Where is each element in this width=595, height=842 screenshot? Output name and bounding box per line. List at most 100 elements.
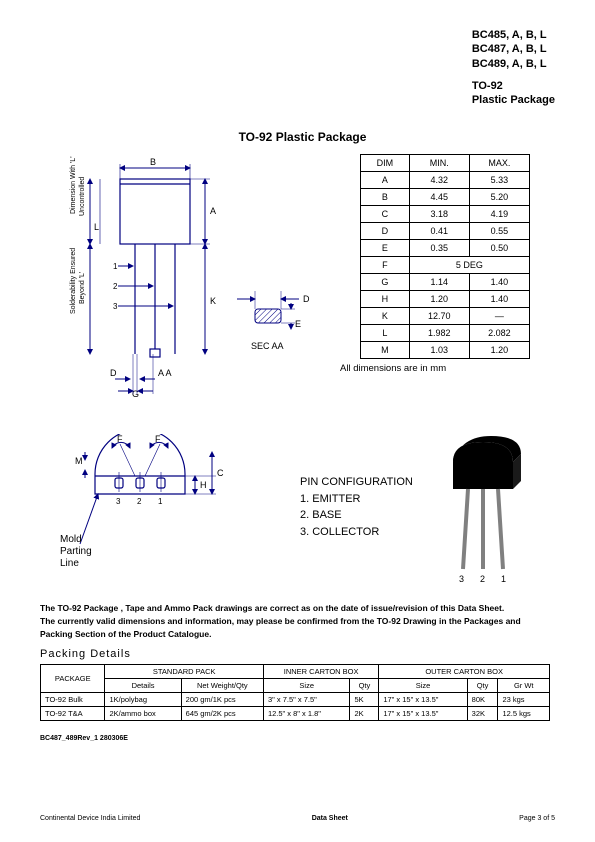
dim-cell: 5 DEG	[409, 257, 529, 274]
pack-cell: 2K/ammo box	[105, 707, 181, 721]
dim-cell: 5.20	[469, 189, 529, 206]
dim-cell: 12.70	[409, 308, 469, 325]
th-dim: DIM	[361, 155, 410, 172]
dim-table-wrap: DIM MIN. MAX. A4.325.33B4.455.20C3.184.1…	[340, 154, 530, 424]
b3: 3	[116, 497, 121, 506]
dim-cell: H	[361, 291, 410, 308]
pack-cell: 2K	[350, 707, 379, 721]
t3: 3	[459, 574, 464, 584]
pack-cell: TO-92 T&A	[41, 707, 105, 721]
dim-h: H	[200, 480, 207, 490]
ph-outer: OUTER CARTON BOX	[379, 665, 550, 679]
dim-c: C	[217, 468, 224, 478]
dim-cell: 1.20	[469, 342, 529, 359]
pack-cell: 80K	[467, 693, 498, 707]
th-min: MIN.	[409, 155, 469, 172]
mechanical-drawing: B A K L Dimension With 'L' Uncontrolled …	[40, 154, 340, 424]
dim-cell: M	[361, 342, 410, 359]
footer-left: Continental Device India Limited	[40, 815, 140, 822]
part-line: BC487, A, B, L	[472, 42, 555, 56]
dim-a-label: A	[210, 206, 216, 216]
dim-cell: 4.32	[409, 172, 469, 189]
dim-cell: 1.03	[409, 342, 469, 359]
beyond-text: Beyond 'L'	[79, 272, 86, 304]
packing-title: Packing Details	[40, 648, 565, 660]
mold-parting-label: Mold Parting Line	[60, 534, 92, 570]
dim-cell: K	[361, 308, 410, 325]
pack-cell: 32K	[467, 707, 498, 721]
dimension-table: DIM MIN. MAX. A4.325.33B4.455.20C3.184.1…	[360, 154, 530, 359]
pack-cell: 17" x 15" x 13.5"	[379, 707, 467, 721]
t2: 2	[480, 574, 485, 584]
pin-title: PIN CONFIGURATION	[300, 474, 413, 491]
dim-cell: F	[361, 257, 410, 274]
footer-center: Data Sheet	[312, 815, 348, 822]
dim-cell: 1.20	[409, 291, 469, 308]
dim-cell: 0.55	[469, 223, 529, 240]
b1: 1	[158, 497, 163, 506]
dim-cell: L	[361, 325, 410, 342]
dim-cell: 2.082	[469, 325, 529, 342]
pack-cell: 5K	[350, 693, 379, 707]
dim-cell: 1.40	[469, 274, 529, 291]
pack-cell: 17" x 15" x 13.5"	[379, 693, 467, 707]
dim-cell: 4.19	[469, 206, 529, 223]
dim-cell: —	[469, 308, 529, 325]
transistor-3d: 3 2 1	[433, 434, 543, 586]
pack-cell: TO-92 Bulk	[41, 693, 105, 707]
dim-cell: E	[361, 240, 410, 257]
pack-cell: 23 kgs	[498, 693, 550, 707]
footer-right: Page 3 of 5	[519, 815, 555, 822]
footer: Continental Device India Limited Data Sh…	[40, 815, 555, 822]
pin-item: 1. EMITTER	[300, 491, 413, 508]
dim-d: D	[110, 368, 117, 378]
pin-item: 2. BASE	[300, 507, 413, 524]
sec-aa: SEC AA	[251, 341, 284, 351]
dim-cell: 4.45	[409, 189, 469, 206]
dim-cell: 0.35	[409, 240, 469, 257]
part-line: BC489, A, B, L	[472, 57, 555, 71]
dim-m: M	[75, 456, 83, 466]
pack-cell: 645 gm/2K pcs	[181, 707, 263, 721]
pin2: 2	[113, 282, 118, 291]
dim-cell: 1.14	[409, 274, 469, 291]
dim-note: All dimensions are in mm	[340, 363, 530, 374]
part-line: BC485, A, B, L	[472, 28, 555, 42]
dim-cell: 3.18	[409, 206, 469, 223]
ph-package: PACKAGE	[41, 665, 105, 693]
pin3: 3	[113, 302, 118, 311]
pin-configuration: PIN CONFIGURATION 1. EMITTER 2. BASE 3. …	[300, 474, 413, 586]
dim-cell: G	[361, 274, 410, 291]
pkg-line: Plastic Package	[472, 93, 555, 107]
dim-d2: D	[303, 294, 310, 304]
pin-item: 3. COLLECTOR	[300, 524, 413, 541]
dim-e: E	[295, 319, 301, 329]
dim-cell: A	[361, 172, 410, 189]
dim-cell: 1.982	[409, 325, 469, 342]
header-parts: BC485, A, B, L BC487, A, B, L BC489, A, …	[472, 28, 555, 107]
bottom-view: 3 2 1 F F M H C Mold Parting	[40, 434, 240, 586]
dim-cell: 1.40	[469, 291, 529, 308]
pack-cell: 12.5" x 8" x 1.8"	[263, 707, 350, 721]
dim-cell: 0.41	[409, 223, 469, 240]
pack-cell: 1K/polybag	[105, 693, 181, 707]
packing-table: PACKAGE STANDARD PACK INNER CARTON BOX O…	[40, 664, 550, 721]
dim-l-text: Dimension With 'L'	[70, 156, 77, 214]
svg-text:A A: A A	[158, 368, 172, 378]
pack-cell: 3" x 7.5" x 7.5"	[263, 693, 350, 707]
uncontrolled-text: Uncontrolled	[79, 177, 86, 216]
ph-inner: INNER CARTON BOX	[263, 665, 378, 679]
dim-k-label: K	[210, 296, 216, 306]
disclaimer: The TO-92 Package , Tape and Ammo Pack d…	[40, 602, 565, 640]
dim-cell: 5.33	[469, 172, 529, 189]
sold-text: Solderability Ensured	[70, 248, 77, 314]
dim-cell: 0.50	[469, 240, 529, 257]
th-max: MAX.	[469, 155, 529, 172]
ph-std: STANDARD PACK	[105, 665, 263, 679]
revision: BC487_489Rev_1 280306E	[40, 735, 565, 742]
dim-cell: B	[361, 189, 410, 206]
dim-b-label: B	[150, 157, 156, 167]
t1: 1	[501, 574, 506, 584]
b2: 2	[137, 497, 142, 506]
dim-cell: D	[361, 223, 410, 240]
